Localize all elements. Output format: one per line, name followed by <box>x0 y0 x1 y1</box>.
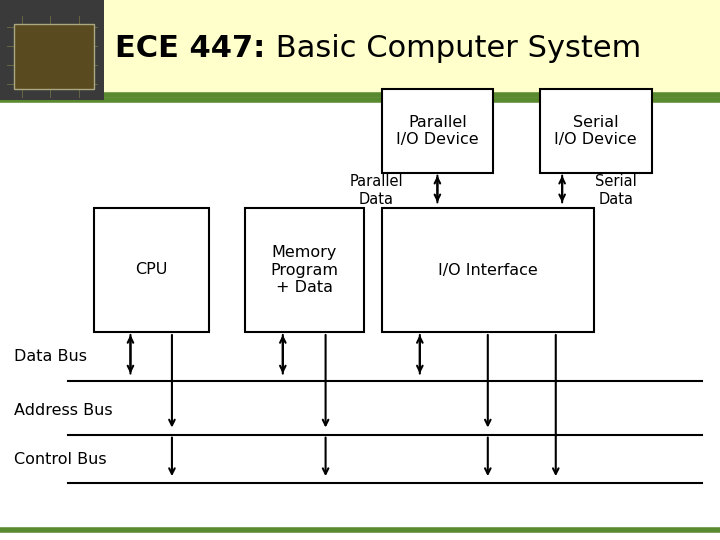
Text: Serial
I/O Device: Serial I/O Device <box>554 115 637 147</box>
Bar <box>14 24 94 89</box>
Bar <box>94 208 209 332</box>
Text: Serial
Data: Serial Data <box>595 174 637 206</box>
Text: Basic Computer System: Basic Computer System <box>266 34 642 63</box>
Text: Memory
Program
+ Data: Memory Program + Data <box>270 245 338 295</box>
Bar <box>382 208 594 332</box>
Text: Control Bus: Control Bus <box>14 451 107 467</box>
Text: CPU: CPU <box>135 262 167 278</box>
Bar <box>382 89 493 173</box>
Bar <box>540 89 652 173</box>
Text: Data Bus: Data Bus <box>14 349 87 364</box>
Text: Parallel
Data: Parallel Data <box>349 174 403 206</box>
Bar <box>245 208 364 332</box>
Text: Parallel
I/O Device: Parallel I/O Device <box>396 115 479 147</box>
Text: ECE 447:: ECE 447: <box>115 34 266 63</box>
Bar <box>0 0 720 100</box>
Text: I/O Interface: I/O Interface <box>438 262 538 278</box>
Text: Address Bus: Address Bus <box>14 403 113 418</box>
Bar <box>0 0 104 100</box>
